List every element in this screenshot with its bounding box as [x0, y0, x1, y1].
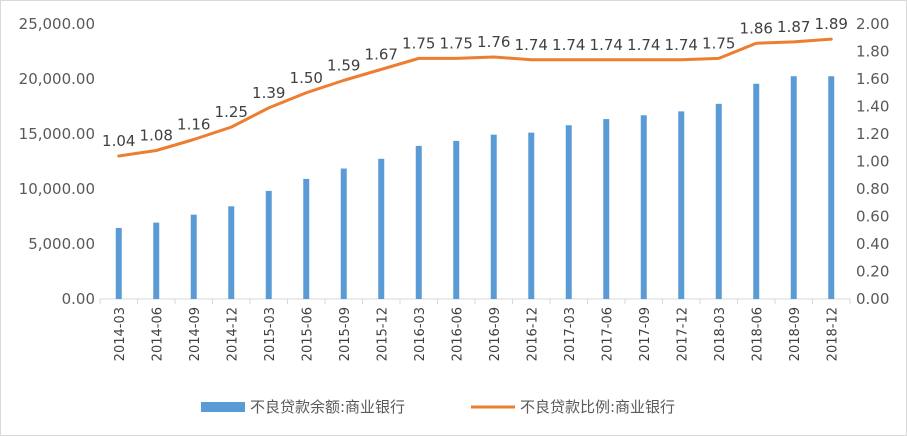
bar [678, 111, 685, 299]
bar [453, 140, 460, 299]
x-tick-label: 2018-12 [825, 307, 840, 361]
line-data-label: 1.74 [515, 36, 548, 54]
y-right-tick-label: 0.20 [856, 263, 889, 281]
line-data-label: 1.76 [477, 33, 510, 51]
y-right-tick-label: 1.20 [856, 125, 889, 143]
line-data-label: 1.04 [102, 132, 135, 150]
y-right-tick-label: 2.00 [856, 15, 889, 33]
x-tick-label: 2017-09 [638, 307, 653, 361]
x-tick-label: 2017-06 [600, 307, 615, 361]
x-tick-label: 2015-09 [338, 307, 353, 361]
labels-layer: 1.04 1.081.161.251.391.501.591.671.75 1.75… [102, 15, 848, 150]
y-left-tick-label: 0.00 [62, 290, 95, 308]
line-data-label: 1.75 [440, 34, 473, 52]
y-right-tick-label: 1.00 [856, 153, 889, 171]
y-right-tick-label: 1.60 [856, 70, 889, 88]
line-data-label: 1.59 [327, 56, 360, 74]
line-data-label: 1.74 [665, 36, 698, 54]
line-layer [117, 37, 833, 158]
bar [528, 132, 535, 299]
y-right-tick-label: 0.80 [856, 180, 889, 198]
bar [603, 119, 610, 299]
axes-layer: 0.00 5,000.00 10,000.00 15,000.00 20,000.00 2… [19, 15, 890, 361]
bar [190, 214, 197, 299]
bar [153, 222, 160, 299]
legend-bar-swatch [201, 402, 245, 412]
bar [265, 190, 272, 299]
bar [228, 206, 235, 299]
x-tick-label: 2016-06 [450, 307, 465, 361]
x-tick-label: 2016-12 [525, 307, 540, 361]
x-tick-label: 2015-12 [375, 307, 390, 361]
y-left-tick-label: 15,000.00 [19, 125, 95, 143]
bar [378, 158, 385, 299]
line-data-label: 1.74 [552, 36, 585, 54]
bar [753, 83, 760, 300]
y-left-tick-label: 25,000.00 [19, 15, 95, 33]
x-tick-label: 2014-12 [225, 307, 240, 361]
y-right-tick-label: 0.60 [856, 208, 889, 226]
y-right-tick-label: 1.80 [856, 43, 889, 61]
line-data-label: 1.16 [177, 116, 210, 134]
x-tick-label: 2014-03 [113, 307, 128, 361]
legend-bar-label: 不良贷款余额:商业银行 [250, 398, 405, 416]
x-tick-label: 2015-03 [263, 307, 278, 361]
x-tick-label: 2016-09 [488, 307, 503, 361]
y-right-tick-label: 0.40 [856, 235, 889, 253]
bar [340, 168, 347, 299]
line-data-label: 1.87 [777, 18, 810, 36]
bar [415, 145, 422, 299]
y-left-tick-label: 20,000.00 [19, 70, 95, 88]
bar [828, 76, 835, 300]
x-tick-label: 2018-06 [750, 307, 765, 361]
x-tick-label: 2018-09 [788, 307, 803, 361]
x-tick-label: 2017-03 [563, 307, 578, 361]
line-data-label: 1.75 [402, 34, 435, 52]
x-tick-label: 2015-06 [300, 307, 315, 361]
bar [490, 134, 497, 299]
line-data-label: 1.08 [140, 127, 173, 145]
x-tick-label: 2016-03 [413, 307, 428, 361]
line-data-label: 1.50 [290, 69, 323, 87]
y-left-tick-label: 10,000.00 [19, 180, 95, 198]
y-left-tick-label: 5,000.00 [28, 235, 95, 253]
bar [115, 227, 122, 299]
legend-line-label: 不良贷款比例:商业银行 [520, 398, 675, 416]
x-tick-label: 2014-09 [188, 307, 203, 361]
x-tick-label: 2017-12 [675, 307, 690, 361]
x-tick-label: 2018-03 [713, 307, 728, 361]
bar [303, 178, 310, 299]
bar [790, 76, 797, 300]
ratio-line [117, 37, 833, 158]
bar [715, 103, 722, 299]
line-data-label: 1.75 [702, 34, 735, 52]
line-data-label: 1.67 [365, 45, 398, 63]
bar [640, 115, 647, 299]
x-tick-label: 2014-06 [150, 307, 165, 361]
line-data-label: 1.74 [590, 36, 623, 54]
y-right-tick-label: 1.40 [856, 98, 889, 116]
legend: 不良贷款余额:商业银行 不良贷款比例:商业银行 [201, 398, 675, 416]
line-data-label: 1.86 [740, 19, 773, 37]
line-data-label: 1.74 [627, 36, 660, 54]
line-data-label: 1.39 [252, 84, 285, 102]
line-data-label: 1.89 [815, 15, 848, 33]
y-right-tick-label: 0.00 [856, 290, 889, 308]
bars-layer [115, 76, 835, 300]
bar [565, 125, 572, 299]
line-data-label: 1.25 [215, 103, 248, 121]
